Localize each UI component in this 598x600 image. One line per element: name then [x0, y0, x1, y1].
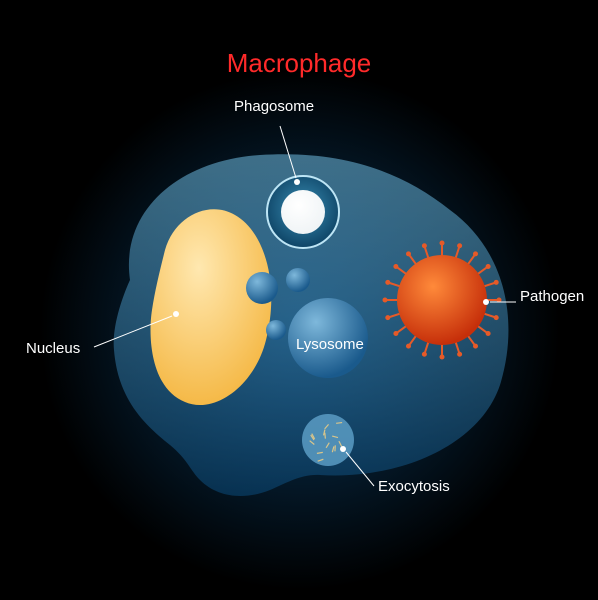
phagosome-shape [267, 176, 339, 248]
diagram-canvas [0, 0, 598, 600]
exocytosis-shape [302, 414, 354, 466]
phagosome-label: Phagosome [234, 98, 314, 115]
lysosome-label: Lysosome [296, 336, 364, 353]
nucleus-label: Nucleus [26, 340, 80, 357]
exocytosis-label: Exocytosis [378, 478, 450, 495]
diagram-title: Macrophage [227, 48, 372, 79]
pathogen-label: Pathogen [520, 288, 584, 305]
